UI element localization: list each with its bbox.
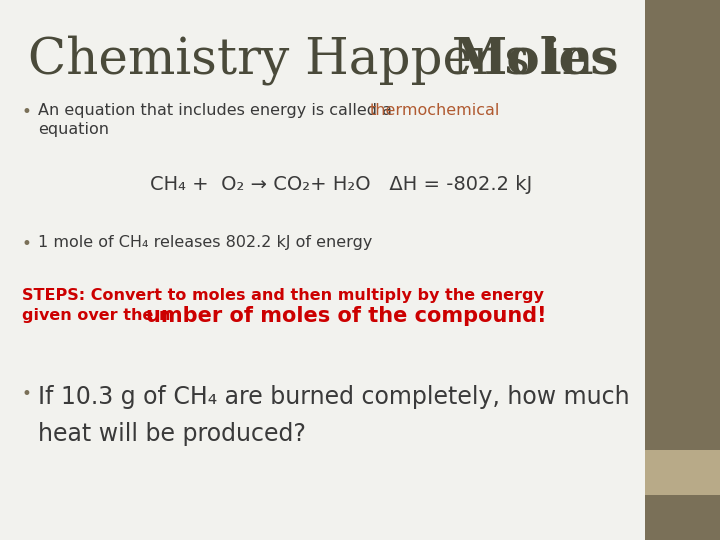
Bar [645,0,720,450]
Text: Chemistry Happens in: Chemistry Happens in [28,35,610,85]
Text: •: • [22,235,32,253]
Text: given over the n: given over the n [22,308,171,323]
Text: STEPS: Convert to moles and then multiply by the energy: STEPS: Convert to moles and then multipl… [22,288,544,303]
Text: Moles: Moles [452,35,619,84]
Text: heat will be produced?: heat will be produced? [38,422,306,446]
Bar [645,450,720,495]
Text: •: • [22,103,32,121]
Text: CH₄ +  O₂ → CO₂+ H₂O   ΔH = -802.2 kJ: CH₄ + O₂ → CO₂+ H₂O ΔH = -802.2 kJ [150,175,532,194]
Text: 1 mole of CH₄ releases 802.2 kJ of energy: 1 mole of CH₄ releases 802.2 kJ of energ… [38,235,372,250]
Text: If 10.3 g of CH₄ are burned completely, how much: If 10.3 g of CH₄ are burned completely, … [38,385,629,409]
Bar [645,495,720,540]
Text: umber of moles of the compound!: umber of moles of the compound! [146,306,546,326]
Text: equation: equation [38,122,109,137]
Text: •: • [22,385,32,403]
Text: thermochemical: thermochemical [370,103,500,118]
Text: An equation that includes energy is called a: An equation that includes energy is call… [38,103,397,118]
